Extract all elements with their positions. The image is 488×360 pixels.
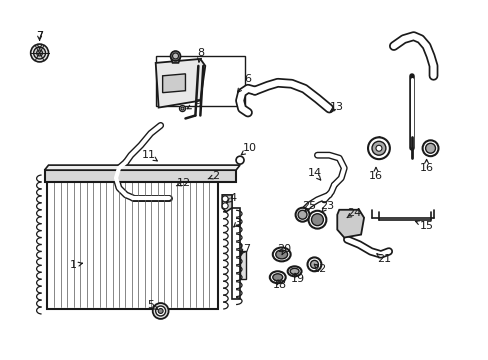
- Circle shape: [425, 143, 435, 153]
- Circle shape: [307, 257, 321, 271]
- Text: 4: 4: [229, 193, 236, 203]
- Polygon shape: [46, 175, 218, 309]
- Ellipse shape: [311, 214, 323, 226]
- Ellipse shape: [272, 247, 290, 261]
- Circle shape: [152, 303, 168, 319]
- Text: 13: 13: [329, 102, 344, 112]
- Circle shape: [170, 51, 180, 61]
- Circle shape: [222, 196, 228, 202]
- Circle shape: [422, 140, 438, 156]
- Text: 10: 10: [243, 143, 256, 153]
- Circle shape: [155, 306, 165, 316]
- Circle shape: [158, 309, 163, 314]
- Text: 22: 22: [312, 264, 326, 274]
- Text: 12: 12: [176, 178, 190, 188]
- Circle shape: [367, 137, 389, 159]
- Circle shape: [37, 50, 42, 56]
- Text: 21: 21: [376, 255, 390, 264]
- Polygon shape: [44, 165, 240, 170]
- Text: 2: 2: [211, 171, 218, 181]
- Text: 25: 25: [302, 201, 316, 211]
- Text: 7: 7: [36, 31, 43, 41]
- Text: 11: 11: [142, 150, 155, 160]
- Circle shape: [310, 260, 318, 268]
- Bar: [155, 56, 244, 105]
- Text: 9: 9: [193, 99, 201, 109]
- Polygon shape: [155, 59, 205, 108]
- Polygon shape: [222, 195, 232, 212]
- Text: 24: 24: [346, 208, 361, 218]
- Ellipse shape: [272, 274, 282, 281]
- Ellipse shape: [295, 208, 309, 222]
- Polygon shape: [337, 210, 364, 238]
- Text: 19: 19: [290, 274, 304, 284]
- Circle shape: [371, 141, 385, 155]
- Ellipse shape: [298, 210, 306, 219]
- Text: 8: 8: [196, 48, 203, 58]
- Ellipse shape: [269, 271, 285, 283]
- Ellipse shape: [287, 266, 301, 276]
- Text: 20: 20: [277, 244, 291, 255]
- Text: 14: 14: [307, 168, 321, 178]
- Polygon shape: [170, 57, 180, 63]
- Text: 16: 16: [419, 163, 433, 173]
- Circle shape: [34, 47, 45, 59]
- Text: 5: 5: [147, 300, 154, 310]
- Circle shape: [236, 156, 244, 164]
- Text: 17: 17: [238, 244, 251, 255]
- Circle shape: [181, 107, 183, 110]
- Ellipse shape: [308, 211, 325, 229]
- Text: 1: 1: [70, 260, 77, 270]
- Text: 3: 3: [234, 218, 241, 228]
- Circle shape: [172, 53, 178, 59]
- Circle shape: [375, 145, 381, 151]
- Bar: [232, 208, 240, 299]
- Circle shape: [222, 203, 228, 209]
- Text: 16: 16: [368, 171, 382, 181]
- Circle shape: [31, 44, 48, 62]
- Circle shape: [179, 105, 185, 112]
- Polygon shape: [44, 170, 236, 182]
- Text: 7: 7: [36, 31, 43, 41]
- Text: 23: 23: [320, 201, 334, 211]
- Polygon shape: [163, 74, 185, 93]
- Bar: [240, 251, 245, 279]
- Text: 6: 6: [244, 74, 251, 84]
- Ellipse shape: [289, 268, 299, 274]
- Text: 18: 18: [272, 280, 286, 290]
- Text: 15: 15: [419, 221, 433, 231]
- Ellipse shape: [275, 250, 287, 259]
